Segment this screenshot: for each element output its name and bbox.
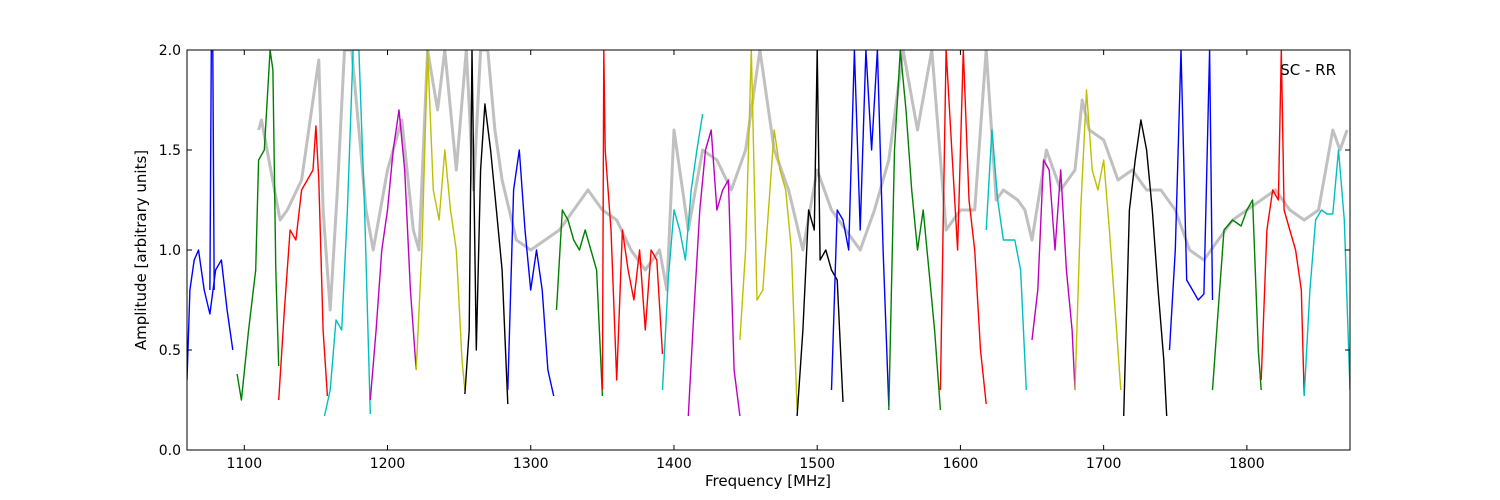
series-line-19 — [1031, 159, 1076, 391]
series-line-10 — [601, 50, 664, 391]
y-tick-label: 2.0 — [159, 43, 181, 59]
y-tick-label: 0.0 — [159, 443, 181, 459]
ticks-layer: 1100 1200 1300 1400 1500 1600 1700 1800 0.0 0.5 1.… — [159, 43, 1350, 472]
series-line-25 — [1303, 149, 1350, 397]
series-line-0 — [187, 249, 234, 381]
series-line-2 — [236, 50, 280, 401]
x-tick-label: 1300 — [513, 456, 549, 472]
y-tick-label: 1.0 — [159, 243, 181, 259]
background-trace — [257, 50, 1349, 312]
x-tick-label: 1400 — [656, 456, 692, 472]
y-axis-label: Amplitude [arbitrary units] — [132, 150, 150, 350]
series-line-24 — [1260, 50, 1305, 397]
x-tick-label: 1700 — [1086, 456, 1122, 472]
background-trace-layer — [257, 50, 1349, 312]
series-line-11 — [661, 113, 704, 391]
chart-annotation: SC - RR — [1280, 61, 1336, 79]
series-line-12 — [687, 129, 741, 417]
x-tick-label: 1200 — [370, 456, 406, 472]
series-line-20 — [1074, 89, 1122, 391]
series-line-22 — [1168, 50, 1214, 351]
y-tick-label: 1.5 — [159, 143, 181, 159]
x-tick-label: 1600 — [943, 456, 979, 472]
series-line-15 — [830, 50, 890, 407]
x-tick-label: 1500 — [799, 456, 835, 472]
y-tick-label: 0.5 — [159, 343, 181, 359]
series-line-23 — [1211, 199, 1262, 391]
series-layer — [187, 50, 1350, 417]
series-line-6 — [415, 50, 466, 391]
series-line-18 — [985, 129, 1027, 391]
series-line-8 — [507, 149, 555, 397]
series-line-4 — [323, 50, 371, 417]
series-line-17 — [939, 50, 987, 405]
series-line-14 — [796, 50, 844, 417]
series-line-3 — [278, 125, 329, 401]
series-line-9 — [555, 209, 604, 397]
x-axis-label: Frequency [MHz] — [705, 472, 831, 490]
series-line-7 — [464, 50, 509, 405]
series-line-16 — [888, 50, 942, 411]
series-line-5 — [369, 109, 417, 401]
x-tick-label: 1800 — [1229, 456, 1265, 472]
series-line-21 — [1123, 119, 1168, 417]
series-line-13 — [739, 50, 798, 411]
series-line-1 — [209, 50, 215, 291]
x-tick-label: 1100 — [226, 456, 262, 472]
